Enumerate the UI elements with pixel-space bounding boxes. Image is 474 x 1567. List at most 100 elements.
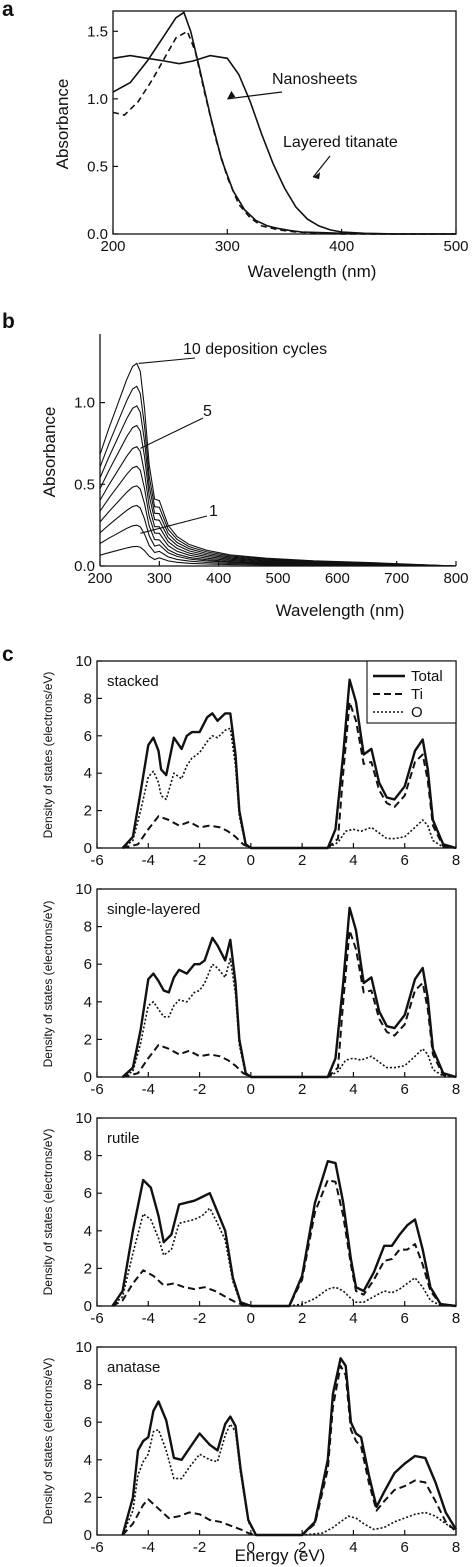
- c3-xtick-label-1: -4: [142, 1310, 155, 1327]
- c3-xtick-label-2: -2: [193, 1310, 206, 1327]
- b-xtick-label-2: 400: [206, 570, 231, 587]
- c4-ytick-label-2: 4: [84, 1452, 92, 1469]
- c3-xtick-label-6: 6: [401, 1310, 409, 1327]
- c2-series-line-total: [121, 906, 457, 1079]
- a-annotation-layered-pointer: [312, 155, 331, 178]
- c3-ytick-label-3: 6: [84, 1185, 92, 1202]
- a-xtick-label-3: 500: [443, 238, 468, 255]
- b-xtick-label-6: 800: [443, 570, 468, 587]
- c3-xtick-label-0: -6: [90, 1310, 103, 1327]
- b-series-line-1: [99, 545, 457, 567]
- c2-xtick-label-0: -6: [90, 1081, 103, 1098]
- c1-subpanel-label: stacked: [107, 673, 159, 690]
- legend-label-o: O: [411, 704, 423, 721]
- legend-label-total: Total: [411, 668, 443, 685]
- b-ytick-label-1: 0.5: [74, 476, 95, 493]
- b-xtick-label-3: 500: [265, 570, 290, 587]
- c2-xtick-label-5: 4: [349, 1081, 357, 1098]
- c-ylabel-1: Density of states (electrons/eV): [41, 672, 55, 839]
- panel-letter-a: a: [2, 0, 14, 21]
- c1-xtick-label-2: -2: [193, 852, 206, 869]
- b-series-line-10: [99, 362, 457, 567]
- a-xtick-label-0: 200: [100, 238, 125, 255]
- c3-ytick-label-4: 8: [84, 1148, 92, 1165]
- a-ytick-label-3: 1.5: [87, 23, 108, 40]
- a-ylabel: Absorbance: [53, 79, 72, 170]
- c3-ytick-label-2: 4: [84, 1223, 92, 1240]
- c1-series-line-ti: [122, 701, 457, 849]
- a-xtick-label-2: 400: [329, 238, 354, 255]
- c-ylabel-2: Density of states (electrons/eV): [41, 901, 55, 1068]
- c1-ytick-label-5: 10: [75, 653, 92, 670]
- c4-xtick-label-5: 4: [349, 1539, 357, 1556]
- panel-b: 200 300 400 500 600 700 800 0.0 0.5 1.0 10 deposit…: [74, 334, 469, 587]
- c3-frame: [96, 1117, 457, 1307]
- a-ytick-label-1: 0.5: [87, 158, 108, 175]
- c1-xtick-label-0: -6: [90, 852, 103, 869]
- c2-xtick-label-7: 8: [452, 1081, 460, 1098]
- c4-series-line-o: [121, 1423, 457, 1536]
- c2-series-line-o: [122, 957, 457, 1078]
- c3-xtick-label-4: 2: [298, 1310, 306, 1327]
- c1-ytick-label-1: 2: [84, 803, 92, 820]
- c1-xtick-label-1: -4: [142, 852, 155, 869]
- c4-xtick-label-1: -4: [142, 1539, 155, 1556]
- c4-ytick-label-3: 6: [84, 1414, 92, 1431]
- c2-ytick-label-1: 2: [84, 1031, 92, 1048]
- c4-xtick-label-4: 2: [298, 1539, 306, 1556]
- c3-xtick-label-7: 8: [452, 1310, 460, 1327]
- b-annotation-5-pointer: [140, 417, 204, 449]
- c3-subpanel-label: rutile: [107, 1130, 140, 1147]
- b-series-line-7: [99, 424, 457, 567]
- c1-xtick-label-7: 8: [452, 852, 460, 869]
- c3-xtick-label-3: 0: [247, 1310, 255, 1327]
- a-annotation-layered-arrowhead: [313, 172, 321, 180]
- b-annotation-10-cycles: 10 deposition cycles: [183, 341, 327, 358]
- c2-series-line-ti: [122, 929, 457, 1078]
- a-series-line-1: [112, 30, 456, 235]
- c4-ytick-label-5: 10: [75, 1339, 92, 1356]
- b-series-line-3: [99, 504, 457, 567]
- a-xtick-label-1: 300: [215, 238, 240, 255]
- b-xtick-label-0: 200: [87, 570, 112, 587]
- c3-ytick-label-5: 10: [75, 1110, 92, 1127]
- c4-xtick-label-2: -2: [193, 1539, 206, 1556]
- a-xlabel: Wavelength (nm): [248, 262, 377, 281]
- c-xlabel: Energy (eV): [235, 1546, 326, 1565]
- c3-series-line-total: [111, 1160, 457, 1308]
- c1-ytick-label-3: 6: [84, 728, 92, 745]
- c3-xtick-label-5: 4: [349, 1310, 357, 1327]
- b-xtick-label-4: 600: [325, 570, 350, 587]
- panel-letter-c: c: [2, 643, 14, 666]
- c2-ytick-label-4: 8: [84, 919, 92, 936]
- c2-subpanel-label: single-layered: [107, 901, 200, 918]
- c-ylabel-3: Density of states (electrons/eV): [41, 1129, 55, 1296]
- c4-xtick-label-6: 6: [401, 1539, 409, 1556]
- legend-label-ti: Ti: [411, 686, 423, 703]
- c2-xtick-label-2: -2: [193, 1081, 206, 1098]
- c4-subpanel-label: anatase: [107, 1359, 160, 1376]
- c4-ytick-label-0: 0: [84, 1527, 92, 1544]
- a-ytick-label-0: 0.0: [87, 226, 108, 243]
- b-ytick-label-2: 1.0: [74, 395, 95, 412]
- b-xlabel: Wavelength (nm): [276, 601, 405, 620]
- c1-xtick-label-4: 2: [298, 852, 306, 869]
- a-annotation-layered: Layered titanate: [283, 134, 398, 151]
- b-annotation-10-pointer: [138, 357, 196, 364]
- c1-xtick-label-5: 4: [349, 852, 357, 869]
- b-series-line-6: [99, 446, 457, 567]
- b-annotation-1-pointer: [140, 515, 208, 534]
- b-series-line-2: [99, 524, 457, 567]
- c4-xtick-label-7: 8: [452, 1539, 460, 1556]
- b-ytick-label-0: 0.0: [74, 558, 95, 575]
- b-ylabel: Absorbance: [40, 407, 59, 498]
- c1-xtick-label-6: 6: [401, 852, 409, 869]
- c3-ytick-label-1: 2: [84, 1260, 92, 1277]
- c4-xtick-label-0: -6: [90, 1539, 103, 1556]
- c4-xtick-label-3: 0: [247, 1539, 255, 1556]
- c3-ytick-label-0: 0: [84, 1298, 92, 1315]
- c2-ytick-label-5: 10: [75, 881, 92, 898]
- b-series-line-9: [99, 385, 457, 567]
- c2-xtick-label-3: 0: [247, 1081, 255, 1098]
- b-xtick-label-1: 300: [147, 570, 172, 587]
